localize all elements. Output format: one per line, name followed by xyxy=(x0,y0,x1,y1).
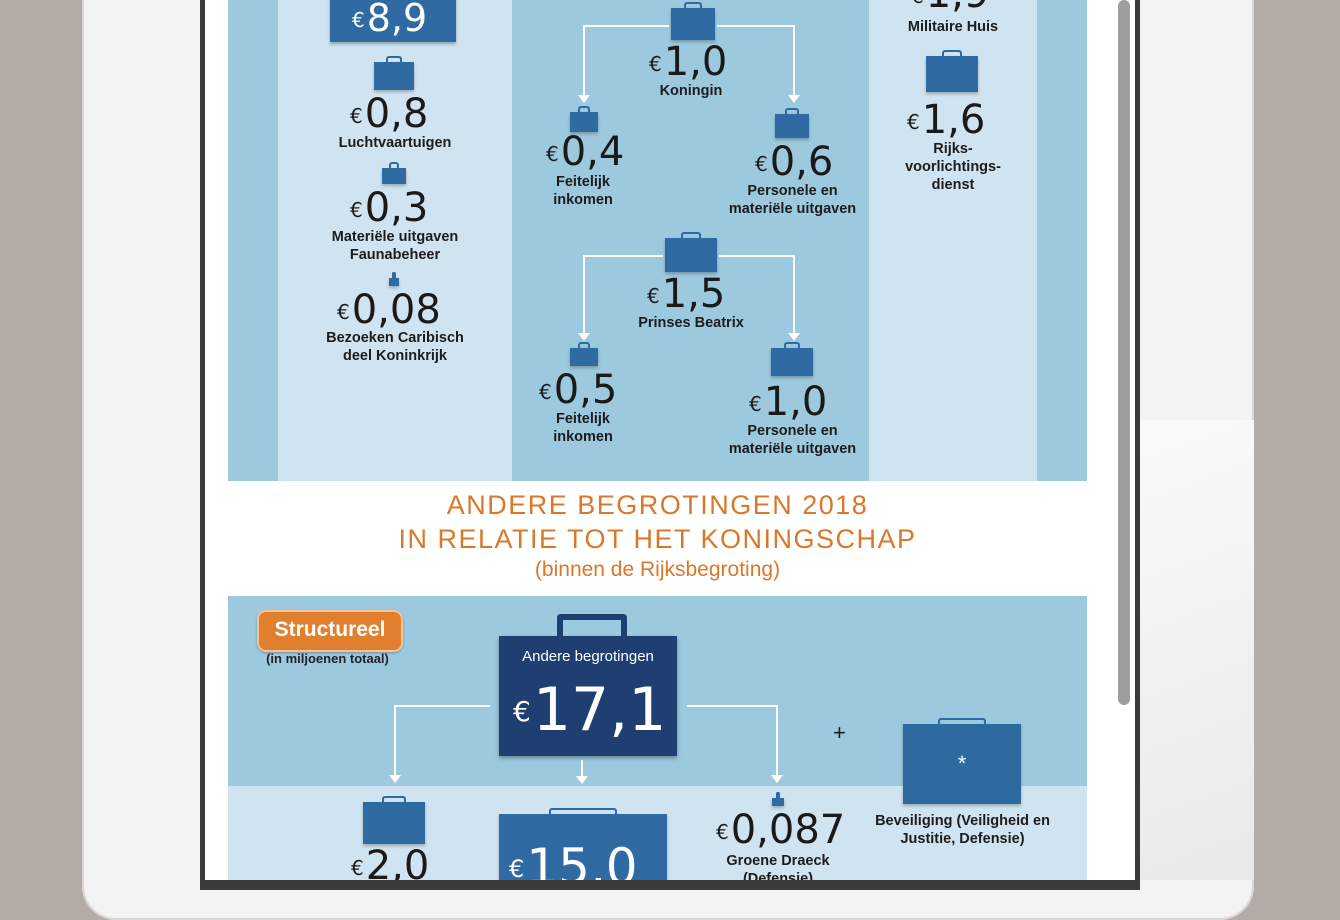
arrow-down-icon xyxy=(788,95,800,103)
connector-line xyxy=(717,25,795,27)
bag-icon xyxy=(374,56,414,90)
value-rvd: 1,6 xyxy=(921,97,986,143)
infographic-viewer[interactable]: €8,9 €0,8 Luchtvaartuigen €0,3 Materiële… xyxy=(205,0,1135,880)
asterisk-icon: * xyxy=(957,751,967,776)
connector-line xyxy=(793,255,795,333)
bag-icon xyxy=(775,108,809,138)
value-koningin: 1,0 xyxy=(663,39,728,85)
plus-sign: + xyxy=(833,720,846,745)
label-groene-draeck: Groene Draeck (Defensie) xyxy=(726,853,830,880)
bag-icon xyxy=(926,50,978,92)
label-rvd: Rijks-voorlichtings-dienst xyxy=(905,141,1001,193)
connector-line xyxy=(719,255,795,257)
value-beatrix: 1,5 xyxy=(661,271,726,317)
total-box: €8,9 xyxy=(330,0,456,42)
value-beatrix-uitgaven: 1,0 xyxy=(763,379,828,425)
value-beatrix-inkomen: 0,5 xyxy=(553,367,618,413)
section-subtitle: (binnen de Rijksbegroting) xyxy=(534,558,781,581)
arrow-down-icon xyxy=(389,775,401,783)
section-title-line1: ANDERE BEGROTINGEN 2018 xyxy=(446,490,869,520)
connector-line xyxy=(394,705,396,775)
value-koningin-uitgaven: 0,6 xyxy=(769,139,834,185)
bag-icon xyxy=(771,342,813,376)
value-child-2: 15,0 xyxy=(526,838,638,880)
structureel-badge: Structureel xyxy=(257,610,403,652)
label-luchtvaartuigen: Luchtvaartuigen xyxy=(338,135,452,151)
total-value: 8,9 xyxy=(366,0,428,40)
badge-label: Structureel xyxy=(274,618,386,641)
connector-line xyxy=(687,705,777,707)
label-beveiliging: Beveiliging (Veiligheid en Justitie, Def… xyxy=(875,813,1050,847)
arrow-down-icon xyxy=(771,775,783,783)
connector-line xyxy=(583,25,585,95)
arrow-down-icon xyxy=(578,333,590,341)
bag-icon xyxy=(570,106,598,132)
bag-icon xyxy=(772,792,784,806)
section-title-line2: IN RELATIE TOT HET KONINGSCHAP xyxy=(398,524,917,554)
value-faunabeheer: 0,3 xyxy=(364,185,429,231)
bag-icon xyxy=(389,272,399,286)
bag-icon xyxy=(382,162,406,184)
connector-line xyxy=(793,25,795,95)
bag-icon xyxy=(671,2,715,40)
arrow-down-icon xyxy=(576,776,588,784)
bag-icon xyxy=(570,342,598,366)
arrow-down-icon xyxy=(788,333,800,341)
euro-sign: € xyxy=(352,8,365,32)
label-caribisch: Bezoeken Caribisch deel Koninkrijk xyxy=(326,330,464,364)
label-koningin-uitgaven: Personele en materiële uitgaven xyxy=(728,183,857,217)
value-caribisch: 0,08 xyxy=(351,287,441,333)
connector-line xyxy=(581,760,583,776)
arrow-down-icon xyxy=(578,95,590,103)
value-koningin-inkomen: 0,4 xyxy=(560,129,625,175)
value-luchtvaartuigen: 0,8 xyxy=(364,91,429,137)
label-faunabeheer: Materiële uitgaven Faunabeheer xyxy=(331,229,459,263)
connector-line xyxy=(583,255,585,333)
security-bag: * xyxy=(903,718,1021,804)
scrollbar-thumb[interactable] xyxy=(1118,0,1130,705)
label-militaire-huis: Militaire Huis xyxy=(907,19,999,35)
connector-line xyxy=(394,705,490,707)
value-militaire-huis: 1,9 xyxy=(926,0,990,17)
value-child-3: 0,087 xyxy=(730,807,846,853)
bag-icon xyxy=(665,232,717,272)
label-beatrix: Prinses Beatrix xyxy=(638,315,744,331)
label-koningin: Koningin xyxy=(659,83,723,99)
label-beatrix-inkomen: Feitelijk inkomen xyxy=(553,411,613,445)
connector-line xyxy=(583,255,663,257)
tablet-glare xyxy=(1138,420,1254,880)
badge-note: (in miljoenen totaal) xyxy=(266,651,389,666)
main-budget-value: 17,1 xyxy=(532,675,667,745)
main-budget-bag: Andere begrotingen €17,1 xyxy=(499,614,677,756)
connector-line xyxy=(776,705,778,775)
bag-icon xyxy=(363,796,425,844)
label-koningin-inkomen: Feitelijk inkomen xyxy=(553,174,613,208)
connector-line xyxy=(583,25,669,27)
label-beatrix-uitgaven: Personele en materiële uitgaven xyxy=(728,423,857,457)
bag-icon xyxy=(499,808,667,880)
value-child-1: 2,0 xyxy=(365,843,430,880)
main-budget-label: Andere begrotingen xyxy=(522,648,654,665)
